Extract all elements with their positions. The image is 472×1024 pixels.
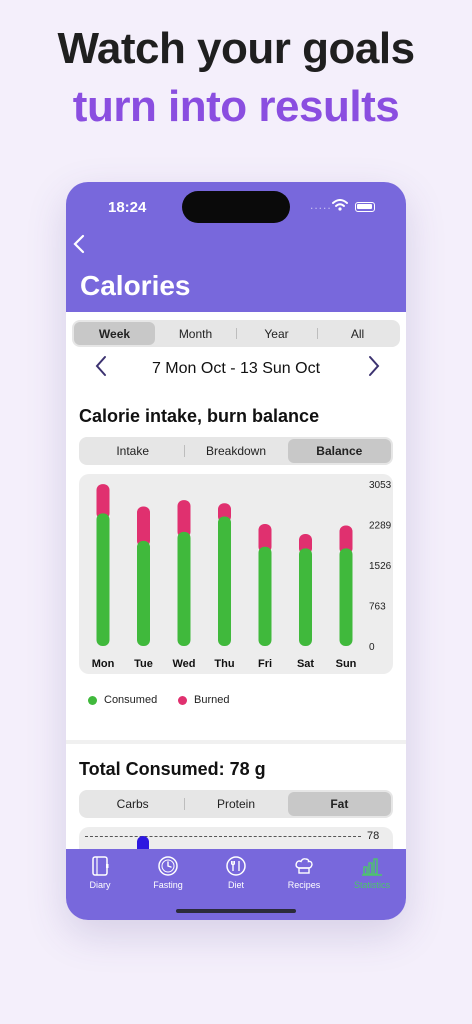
bar-burned-fri — [258, 523, 272, 553]
promo-headline-line1: Watch your goals — [57, 24, 415, 73]
tabbar-item-statistics[interactable]: Statistics — [338, 849, 406, 920]
x-tick-label: Sun — [336, 658, 357, 670]
y-tick-label: 0 — [369, 642, 375, 653]
tab-week[interactable]: Week — [74, 322, 155, 345]
period-segmented-control: Week Month Year All — [72, 320, 400, 347]
bar-burned-wed — [177, 500, 191, 538]
app-header: 18:24 ..... Calories — [66, 182, 406, 312]
previous-range-button[interactable] — [94, 355, 108, 383]
y-tick-label: 1526 — [369, 561, 392, 572]
signal-dots: ..... — [310, 198, 332, 212]
x-tick-label: Sat — [297, 658, 314, 670]
tabbar-item-diary[interactable]: Diary — [66, 849, 134, 920]
legend-burned-swatch — [178, 695, 187, 705]
wifi-icon — [332, 199, 348, 211]
x-tick-label: Mon — [92, 658, 115, 670]
tab-year[interactable]: Year — [236, 322, 317, 345]
tab-breakdown[interactable]: Breakdown — [184, 439, 287, 463]
fasting-clock-icon — [158, 856, 178, 876]
section-divider — [66, 740, 406, 744]
bar-chart-icon — [362, 858, 382, 876]
legend-consumed-label: Consumed — [104, 694, 158, 706]
x-tick-label: Tue — [134, 658, 153, 670]
bar-burned-sun — [339, 525, 353, 555]
balance-section-title: Calorie intake, burn balance — [79, 406, 320, 426]
balance-chart-svg: Mon Tue Wed Thu Fri Sat Sun 3053 2289 1526 763 0 — [92, 480, 392, 670]
y-tick-label: 763 — [369, 602, 386, 613]
legend-burned: Burned — [178, 694, 229, 706]
tabbar-item-fasting[interactable]: Fasting — [134, 849, 202, 920]
chevron-left-icon — [73, 234, 85, 254]
x-tick-label: Wed — [172, 658, 195, 670]
goal-line-label: 78 — [367, 830, 380, 842]
diet-plate-icon — [226, 856, 246, 876]
bar-consumed-wed — [177, 531, 191, 646]
page-title: Calories — [80, 270, 191, 301]
legend-consumed: Consumed — [88, 694, 157, 706]
y-tick-label: 3053 — [369, 480, 392, 491]
promo-headline-line2: turn into results — [72, 82, 400, 131]
x-tick-label: Fri — [258, 658, 272, 670]
bottom-tab-bar: Diary Fasting Diet Recipes — [66, 849, 406, 920]
macro-segmented-control: Carbs Protein Fat — [79, 790, 393, 818]
tab-all[interactable]: All — [317, 322, 398, 345]
consumed-section-title: Total Consumed: 78 g — [79, 759, 266, 779]
tab-month[interactable]: Month — [178, 326, 213, 341]
bar-consumed-sat — [299, 548, 312, 646]
chef-hat-icon — [295, 858, 313, 874]
tab-protein[interactable]: Protein — [184, 792, 287, 816]
bar-burned-tue — [137, 506, 150, 547]
tabbar-label-fasting: Fasting — [153, 880, 183, 890]
bar-consumed-thu — [218, 516, 231, 646]
phone-screen: 18:24 ..... Calories Week Month Year All… — [66, 182, 406, 920]
tabbar-label-diet: Diet — [227, 880, 244, 890]
tabbar-item-diet[interactable]: Diet — [202, 849, 270, 920]
bar-consumed-fri — [258, 546, 272, 646]
legend-consumed-swatch — [88, 695, 97, 705]
bar-burned-mon — [96, 484, 110, 520]
next-range-button[interactable] — [367, 355, 381, 383]
bar-consumed-sun — [339, 548, 353, 646]
tabbar-label-recipes: Recipes — [287, 880, 321, 890]
bar-consumed-tue — [137, 540, 150, 646]
back-button[interactable] — [72, 234, 92, 260]
dynamic-island — [182, 191, 290, 223]
tabbar-label-diary: Diary — [89, 880, 111, 890]
tabbar-item-recipes[interactable]: Recipes — [270, 849, 338, 920]
goal-line — [85, 836, 361, 837]
battery-icon — [355, 202, 375, 212]
chevron-left-icon — [95, 356, 106, 376]
tab-intake[interactable]: Intake — [116, 444, 150, 458]
balance-chart: Mon Tue Wed Thu Fri Sat Sun 3053 2289 1526 763 0 — [79, 474, 393, 674]
chevron-right-icon — [369, 356, 380, 376]
tab-balance[interactable]: Balance — [287, 439, 391, 463]
diary-icon — [92, 856, 109, 876]
y-tick-label: 2289 — [369, 521, 392, 532]
tab-fat[interactable]: Fat — [287, 792, 391, 816]
x-tick-label: Thu — [214, 658, 234, 670]
date-range-label: 7 Mon Oct - 13 Sun Oct — [151, 360, 321, 377]
legend-burned-label: Burned — [194, 694, 230, 706]
bar-consumed-mon — [96, 513, 110, 646]
balance-segmented-control: Intake Breakdown Balance — [79, 437, 393, 465]
tab-carbs[interactable]: Carbs — [116, 797, 149, 811]
home-indicator[interactable] — [176, 909, 296, 913]
tabbar-label-statistics: Statistics — [353, 880, 390, 890]
status-time: 18:24 — [108, 199, 147, 216]
